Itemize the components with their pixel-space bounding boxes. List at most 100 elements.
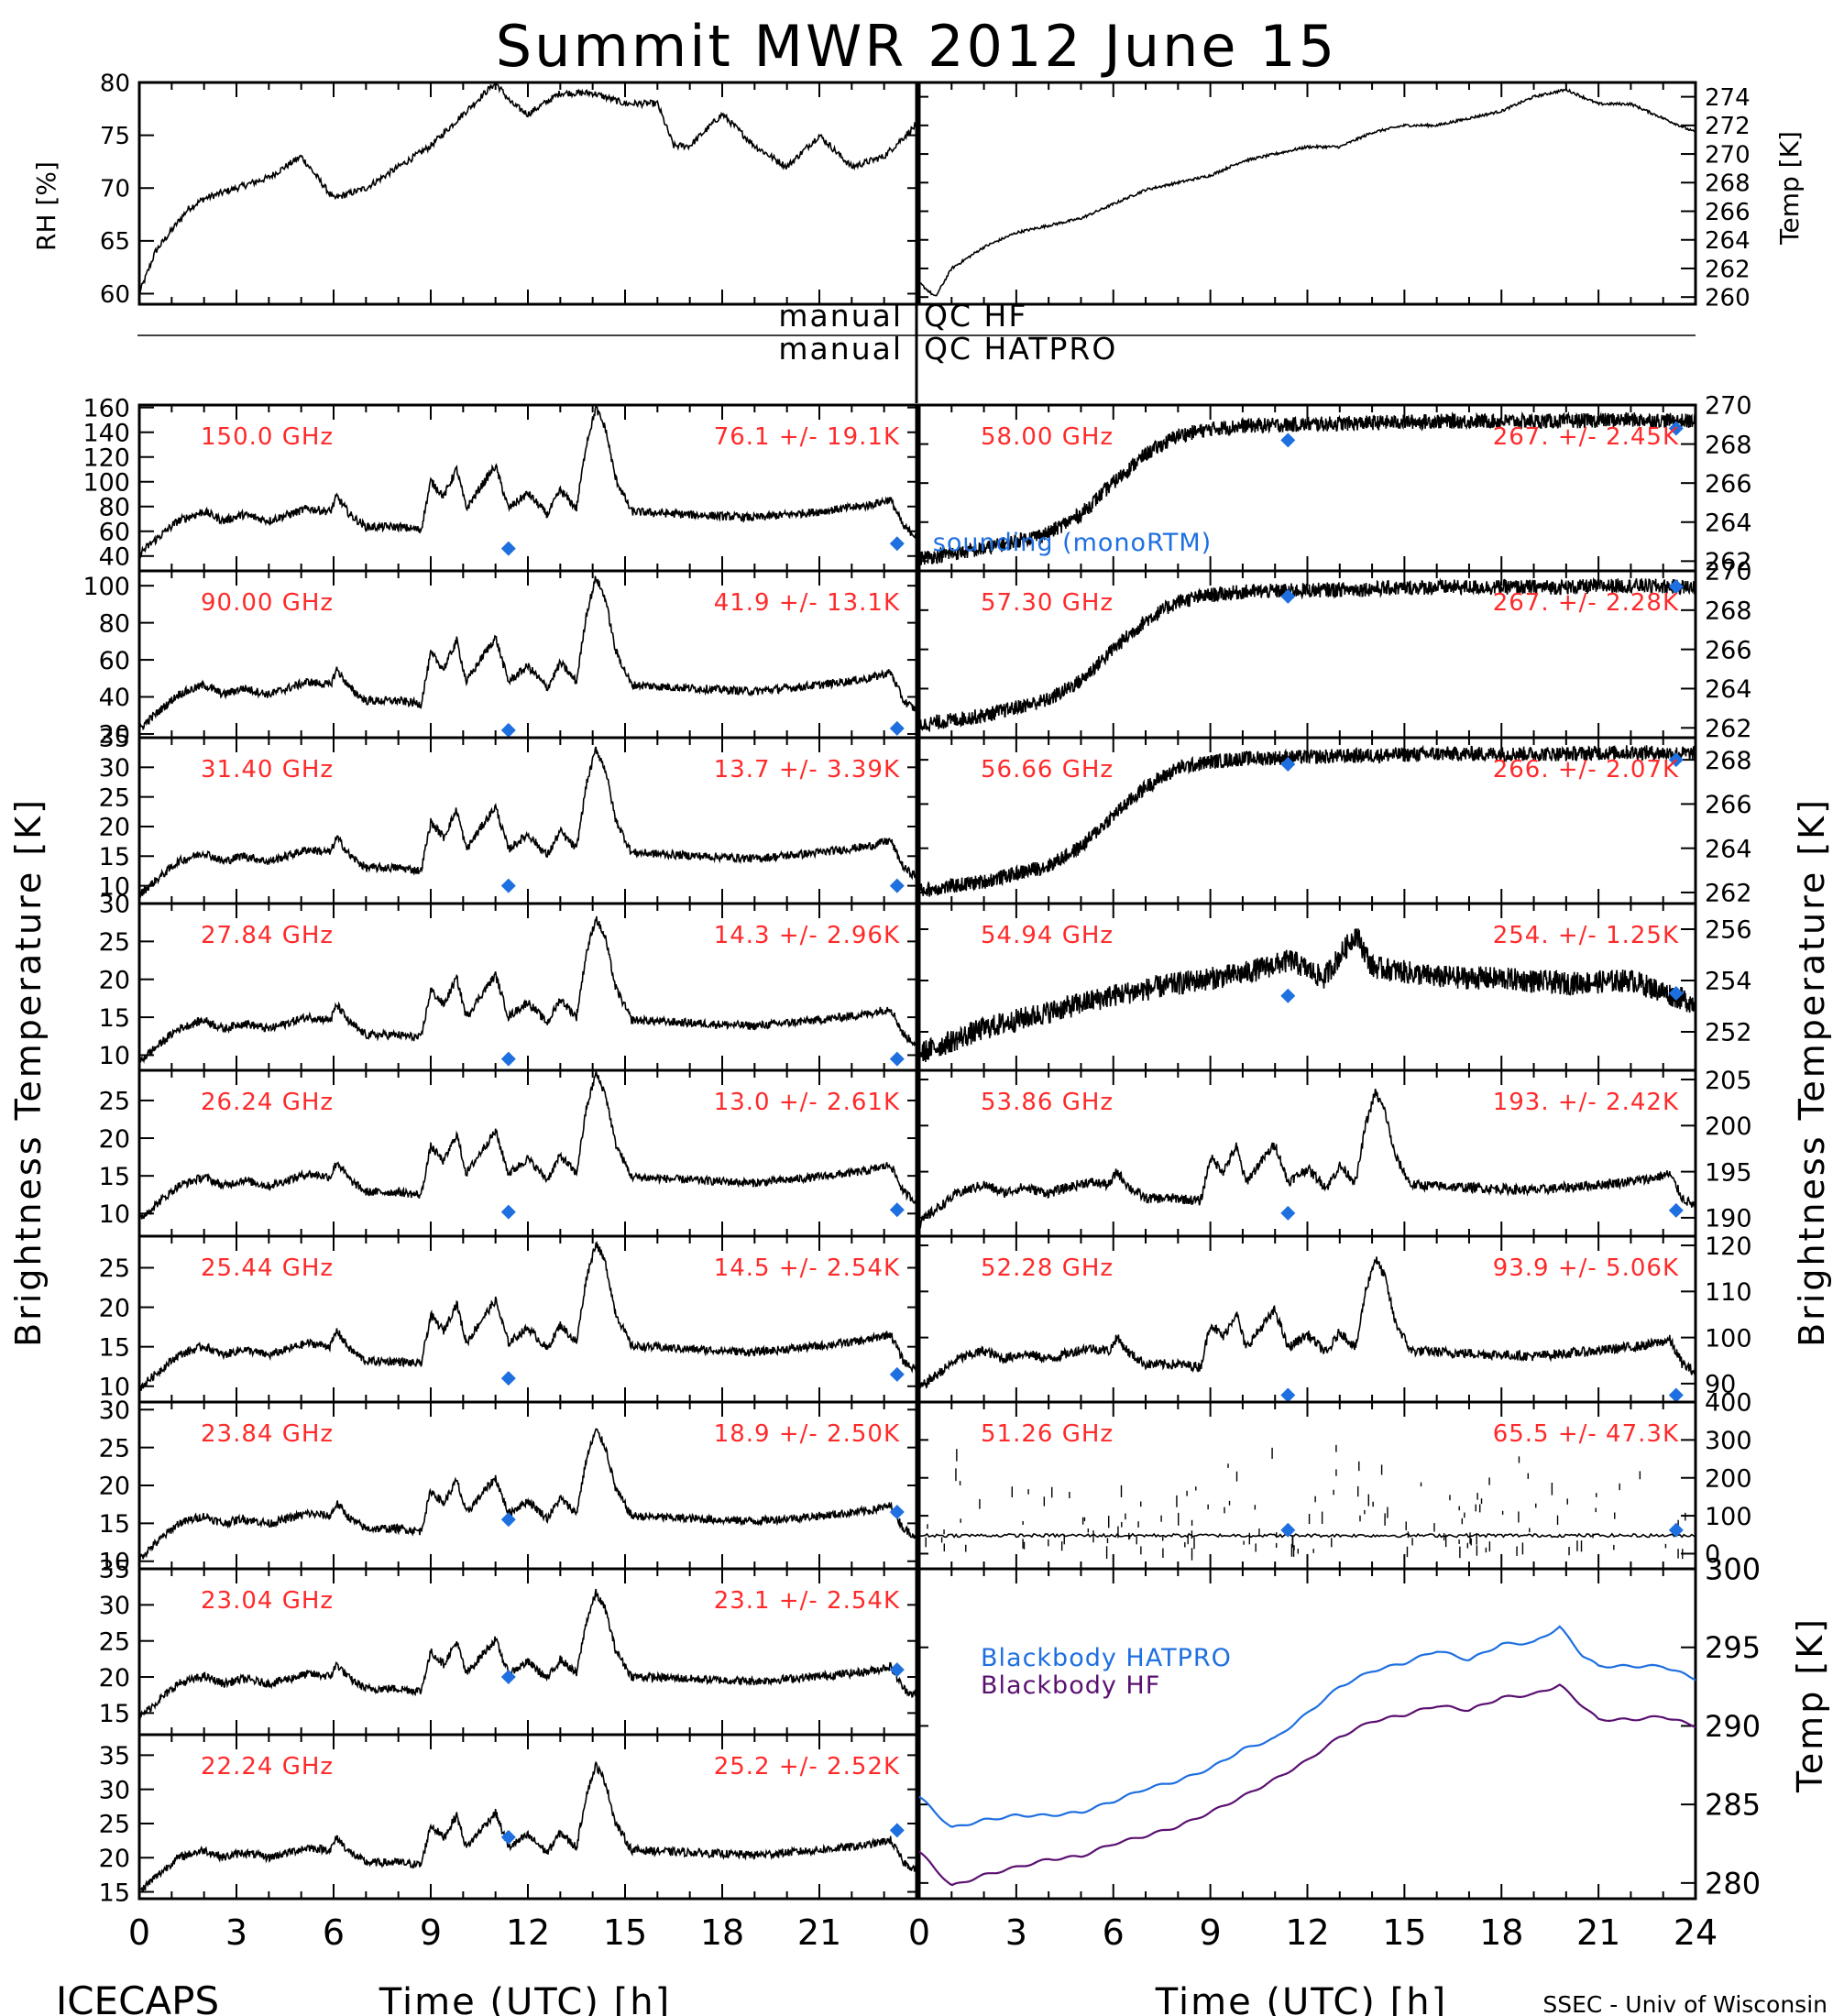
tb-trace (918, 411, 1696, 565)
sounding-point (1668, 1387, 1684, 1403)
y-tick-label: 60 (99, 647, 130, 675)
y-tick-label: 100 (1705, 1324, 1752, 1353)
y-tick-label: 280 (1705, 1866, 1761, 1901)
y-tick-label: 15 (99, 1004, 130, 1033)
sounding-point (1668, 986, 1684, 1001)
sounding-point (889, 1366, 905, 1382)
y-tick-label: 20 (99, 1125, 130, 1154)
y-tick-label: 30 (99, 1776, 130, 1804)
y-tick-label: 262 (1705, 715, 1752, 743)
y-tick-label: 266 (1705, 470, 1752, 499)
y-tick-label: 290 (1705, 1709, 1761, 1744)
y-tick-label: 25 (99, 1255, 130, 1283)
y-tick-label: 20 (99, 1845, 130, 1873)
tb-trace (138, 1069, 917, 1220)
channel-label: 26.24 GHz (201, 1089, 334, 1116)
sounding-point (1280, 988, 1296, 1003)
brightness-temp-axis-label-right: Brightness Temperature [K] (1792, 797, 1832, 1347)
qc-hatpro-label: QC HATPRO (924, 331, 1117, 367)
y-tick-label: 25 (99, 1811, 130, 1839)
sounding-point (1668, 1202, 1684, 1218)
y-tick-label: 15 (99, 1700, 130, 1728)
sounding-point (889, 1662, 905, 1678)
y-tick-label: 254 (1705, 968, 1752, 996)
sounding-point (1668, 752, 1684, 768)
sounding-point (889, 720, 905, 736)
channel-stats: 266. +/- 2.07K (1493, 756, 1679, 783)
y-tick-label: 262 (1705, 256, 1751, 283)
tb-trace (918, 1532, 1696, 1539)
channel-label: 25.44 GHz (201, 1255, 334, 1282)
y-tick-label: 285 (1705, 1788, 1761, 1823)
y-tick-label: 268 (1705, 747, 1752, 775)
y-tick-label: 35 (99, 725, 130, 753)
tb-trace (918, 744, 1696, 897)
channel-stats: 14.5 +/- 2.54K (714, 1255, 900, 1282)
tb-trace (918, 1088, 1696, 1229)
tb-trace (138, 1760, 917, 1895)
time-axis-label-right: Time (UTC) [h] (1155, 1981, 1447, 2016)
y-tick-label: 20 (99, 1664, 130, 1693)
channel-label: 58.00 GHz (981, 423, 1114, 451)
sounding-point (1668, 579, 1684, 595)
channel-label: 57.30 GHz (981, 589, 1114, 617)
y-tick-label: 256 (1705, 916, 1752, 945)
y-tick-label: 65 (100, 228, 130, 256)
sounding-point (500, 1204, 516, 1220)
y-tick-label: 266 (1705, 199, 1751, 226)
y-tick-label: 15 (99, 1163, 130, 1191)
rh-panel-line (138, 83, 917, 294)
sounding-point (889, 1823, 905, 1838)
y-tick-label: 90 (1705, 1371, 1736, 1399)
brightness-temp-axis-label: Brightness Temperature [K] (8, 797, 49, 1347)
y-tick-label: 30 (99, 754, 130, 783)
sounding-point (1280, 1522, 1296, 1538)
channel-stats: 93.9 +/- 5.06K (1493, 1255, 1679, 1282)
time-tick-label: 21 (1576, 1912, 1620, 1953)
sounding-point (500, 1051, 516, 1067)
panels: 6065707580260262264266268270272274406080… (82, 70, 1761, 1953)
y-tick-label: 110 (1705, 1278, 1752, 1307)
y-tick-label: 15 (99, 1879, 130, 1907)
y-tick-label: 80 (99, 609, 130, 638)
y-tick-label: 35 (99, 1556, 130, 1584)
time-tick-label: 18 (1479, 1912, 1523, 1953)
sounding-point (500, 878, 516, 893)
channel-label: 56.66 GHz (981, 756, 1114, 783)
sounding-point (1280, 1387, 1296, 1403)
y-tick-label: 262 (1705, 880, 1752, 908)
bb-hf-legend: Blackbody HF (981, 1671, 1160, 1700)
y-tick-label: 300 (1705, 1552, 1761, 1587)
rh-axis-label: RH [%] (31, 161, 61, 251)
y-tick-label: 270 (1705, 392, 1752, 421)
y-tick-label: 200 (1705, 1112, 1752, 1141)
time-tick-label: 0 (908, 1912, 930, 1953)
y-tick-label: 268 (1705, 597, 1752, 626)
y-tick-label: 20 (99, 1473, 130, 1501)
channel-label: 52.28 GHz (981, 1255, 1114, 1282)
channel-label: 90.00 GHz (201, 589, 334, 617)
y-tick-label: 25 (99, 1088, 130, 1116)
y-tick-label: 270 (1705, 558, 1752, 586)
y-tick-label: 270 (1705, 141, 1751, 169)
y-tick-label: 264 (1705, 227, 1751, 255)
y-tick-label: 35 (99, 1742, 130, 1770)
channel-label: 53.86 GHz (981, 1089, 1114, 1116)
tb-trace (918, 1256, 1696, 1389)
y-tick-label: 40 (99, 684, 130, 712)
y-tick-label: 10 (99, 1373, 130, 1401)
time-tick-label: 12 (506, 1912, 550, 1953)
tb-trace (138, 1241, 917, 1391)
sounding-point (889, 1051, 905, 1067)
time-axis-label-left: Time (UTC) [h] (379, 1981, 671, 2016)
sounding-point (500, 1512, 516, 1528)
blackbody-temp-axis-label: Temp [K] (1790, 1616, 1830, 1793)
y-tick-label: 10 (99, 872, 130, 901)
time-tick-label: 18 (700, 1912, 744, 1953)
y-tick-label: 15 (99, 843, 130, 871)
y-tick-label: 100 (1705, 1503, 1752, 1531)
channel-label: 23.84 GHz (201, 1420, 334, 1448)
sounding-point (889, 1504, 905, 1519)
channel-label: 51.26 GHz (981, 1420, 1114, 1448)
blackbody-panel (917, 1567, 1697, 1901)
